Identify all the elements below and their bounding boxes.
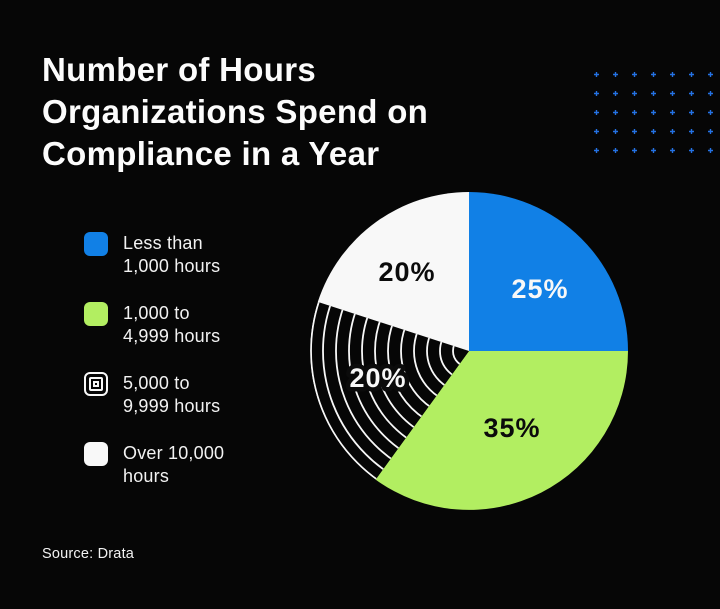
slice-label-20-white: 20% bbox=[378, 257, 435, 287]
chart-legend: Less than 1,000 hours 1,000 to 4,999 hou… bbox=[84, 232, 224, 488]
legend-item-over-10000: Over 10,000 hours bbox=[84, 442, 224, 488]
pie-slice-1000-4999 bbox=[375, 351, 628, 510]
white-swatch-icon bbox=[84, 442, 108, 466]
concentric-rings-pattern bbox=[310, 301, 469, 480]
legend-item-label: Less than 1,000 hours bbox=[123, 233, 221, 276]
legend-item-label: 1,000 to 4,999 hours bbox=[123, 303, 221, 346]
concentric-squares-icon bbox=[84, 372, 108, 396]
slice-label-35: 35% bbox=[483, 413, 540, 443]
legend-item-1000-4999: 1,000 to 4,999 hours bbox=[84, 302, 224, 348]
page-title: Number of Hours Organizations Spend on C… bbox=[42, 51, 429, 172]
source-caption: Source: Drata bbox=[42, 546, 135, 562]
legend-item-less-than-1000: Less than 1,000 hours bbox=[84, 232, 224, 278]
green-swatch-icon bbox=[84, 302, 108, 326]
blue-swatch-icon bbox=[84, 232, 108, 256]
slice-label-20-pattern: 20% bbox=[349, 363, 406, 393]
slice-label-25: 25% bbox=[511, 274, 568, 304]
pie-slice-over-10000 bbox=[317, 192, 469, 351]
pie-slice-less-than-1000 bbox=[469, 192, 628, 351]
legend-item-label: Over 10,000 hours bbox=[123, 443, 225, 486]
legend-item-label: 5,000 to 9,999 hours bbox=[123, 373, 221, 416]
pie-chart: 25% 35% 20% 20% bbox=[310, 192, 628, 510]
dot-grid-decoration bbox=[594, 72, 713, 153]
legend-item-5000-9999: 5,000 to 9,999 hours bbox=[84, 372, 224, 418]
